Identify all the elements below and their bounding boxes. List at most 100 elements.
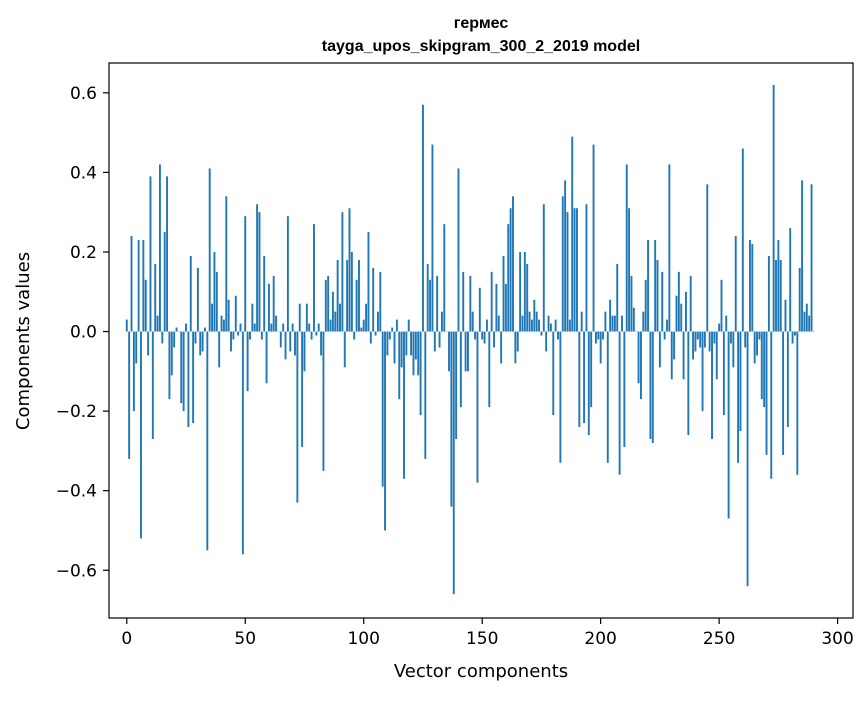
bar-156 — [495, 284, 497, 332]
bar-20 — [173, 332, 175, 348]
y-tick-label: 0.2 — [70, 243, 97, 263]
bar-107 — [379, 272, 381, 332]
bar-50 — [244, 216, 246, 331]
y-tick-label: −0.2 — [56, 402, 97, 422]
bar-97 — [356, 280, 358, 332]
bar-68 — [287, 216, 289, 331]
bar-222 — [652, 332, 654, 443]
bar-105 — [375, 332, 377, 336]
bar-58 — [263, 256, 265, 332]
bar-166 — [519, 252, 521, 332]
bar-280 — [789, 228, 791, 331]
bar-49 — [242, 332, 244, 555]
bar-243 — [702, 332, 704, 412]
bar-276 — [780, 260, 782, 332]
bar-246 — [709, 332, 711, 352]
bar-70 — [292, 324, 294, 332]
bar-218 — [642, 312, 644, 332]
bar-249 — [716, 332, 718, 380]
bar-106 — [377, 312, 379, 332]
bar-176 — [543, 204, 545, 331]
bar-185 — [564, 180, 566, 331]
bar-9 — [147, 332, 149, 356]
bar-55 — [256, 204, 258, 331]
bar-197 — [593, 145, 595, 332]
x-tick-label: 50 — [234, 629, 256, 649]
bar-210 — [623, 332, 625, 447]
bar-224 — [657, 260, 659, 332]
bar-200 — [600, 332, 602, 364]
bar-221 — [649, 332, 651, 439]
bar-153 — [488, 332, 490, 408]
bar-87 — [332, 292, 334, 332]
bar-275 — [777, 240, 779, 332]
bar-136 — [448, 332, 450, 372]
bar-34 — [206, 332, 208, 551]
bar-33 — [204, 328, 206, 332]
bar-247 — [711, 332, 713, 439]
bar-232 — [676, 296, 678, 332]
bar-116 — [401, 332, 403, 368]
bar-256 — [732, 332, 734, 368]
bar-69 — [289, 332, 291, 352]
bar-98 — [358, 260, 360, 332]
bar-91 — [341, 212, 343, 331]
bar-261 — [744, 332, 746, 348]
bar-100 — [363, 320, 365, 332]
bar-284 — [799, 268, 801, 332]
bar-220 — [647, 240, 649, 332]
bar-149 — [479, 288, 481, 332]
bar-288 — [808, 316, 810, 332]
bar-258 — [737, 332, 739, 463]
bar-198 — [595, 332, 597, 344]
bar-248 — [713, 332, 715, 344]
bar-121 — [413, 332, 415, 376]
bar-204 — [609, 300, 611, 332]
bar-108 — [382, 332, 384, 487]
bar-219 — [645, 280, 647, 332]
bar-66 — [282, 324, 284, 332]
bar-27 — [190, 256, 192, 332]
bar-16 — [164, 232, 166, 331]
bar-202 — [604, 312, 606, 332]
bar-231 — [673, 332, 675, 360]
bar-278 — [785, 300, 787, 332]
bar-211 — [626, 164, 628, 331]
bar-5 — [138, 240, 140, 332]
bar-152 — [486, 320, 488, 332]
bar-141 — [460, 332, 462, 408]
bar-128 — [429, 280, 431, 332]
bar-214 — [633, 308, 635, 332]
bar-208 — [619, 332, 621, 475]
bar-158 — [500, 332, 502, 364]
bar-104 — [372, 268, 374, 332]
bar-80 — [315, 332, 317, 336]
bar-199 — [597, 332, 599, 340]
bar-112 — [391, 328, 393, 332]
bar-268 — [761, 332, 763, 400]
bar-134 — [443, 224, 445, 331]
bar-42 — [225, 196, 227, 331]
bar-169 — [526, 264, 528, 332]
bar-206 — [614, 316, 616, 332]
bar-154 — [491, 272, 493, 332]
bar-41 — [223, 320, 225, 332]
bar-101 — [365, 304, 367, 332]
bar-109 — [384, 332, 386, 531]
x-tick-label: 250 — [703, 629, 735, 649]
x-tick-label: 100 — [347, 629, 379, 649]
bar-207 — [616, 264, 618, 332]
bar-237 — [687, 332, 689, 435]
bar-227 — [664, 332, 666, 340]
bar-94 — [349, 208, 351, 331]
bar-38 — [216, 272, 218, 332]
bar-75 — [304, 332, 306, 372]
bar-47 — [237, 332, 239, 336]
bar-143 — [465, 332, 467, 372]
bar-118 — [405, 332, 407, 356]
bar-59 — [266, 332, 268, 384]
bar-90 — [339, 304, 341, 332]
bar-186 — [567, 212, 569, 331]
bar-170 — [529, 312, 531, 332]
